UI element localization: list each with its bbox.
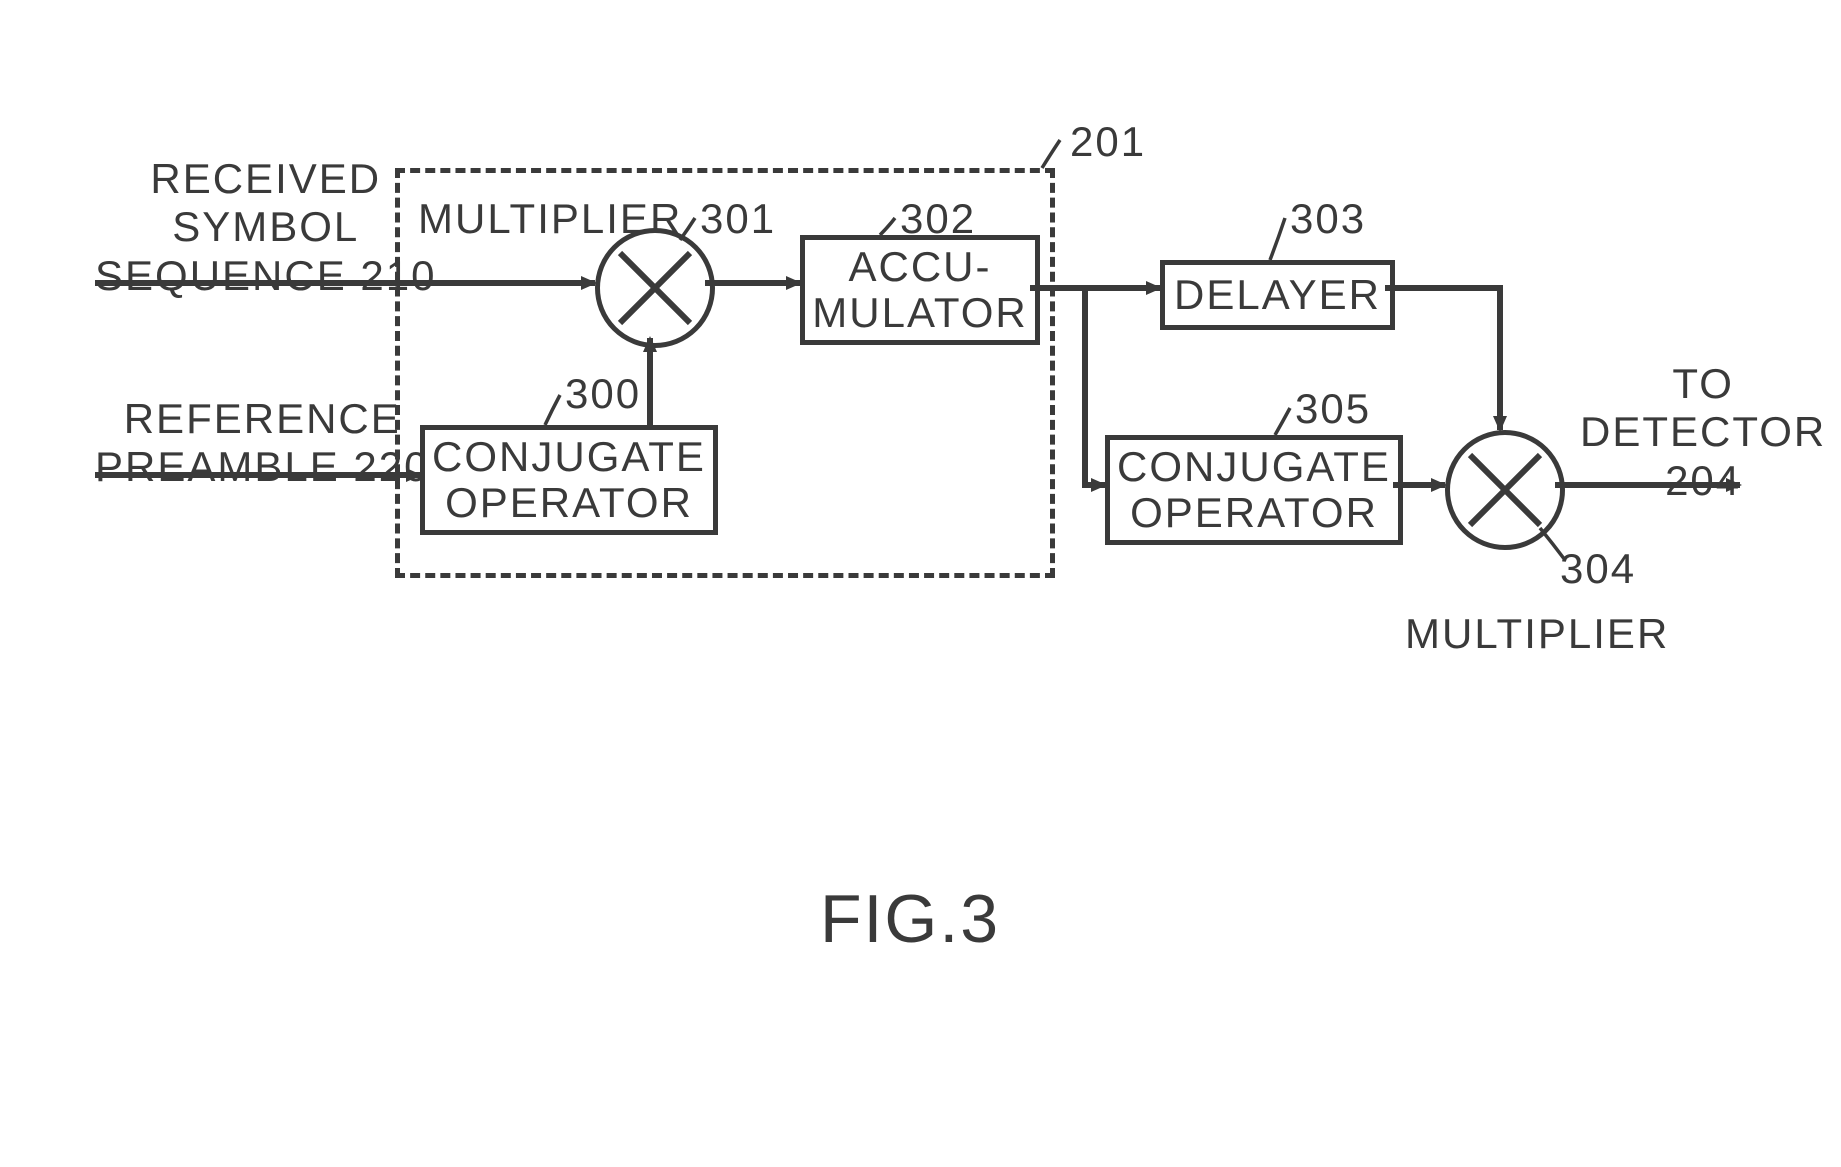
conjugate-operator-305: CONJUGATE OPERATOR [1105,435,1403,545]
multiplier-301 [595,228,715,348]
conjugate-operator-300: CONJUGATE OPERATOR [420,425,718,535]
multiplier-304 [1445,430,1565,550]
output-detector-label: TO DETECTOR 204 [1580,360,1826,505]
input-received-label: RECEIVED SYMBOL SEQUENCE 210 [95,155,436,300]
accumulator-302: ACCU- MULATOR [800,235,1040,345]
figure-caption: FIG.3 [820,880,1000,958]
multiplier-label-bottom: MULTIPLIER [1405,610,1669,658]
ref-304: 304 [1560,545,1636,593]
ref-301: 301 [700,195,776,243]
ref-303: 303 [1290,195,1366,243]
input-reference-label: REFERENCE PREAMBLE 220 [95,395,430,492]
ref-201: 201 [1070,118,1146,166]
ref-305: 305 [1295,385,1371,433]
diagram-canvas: RECEIVED SYMBOL SEQUENCE 210 REFERENCE P… [0,0,1841,1167]
ref-300: 300 [565,370,641,418]
delayer-303: DELAYER [1160,260,1395,330]
